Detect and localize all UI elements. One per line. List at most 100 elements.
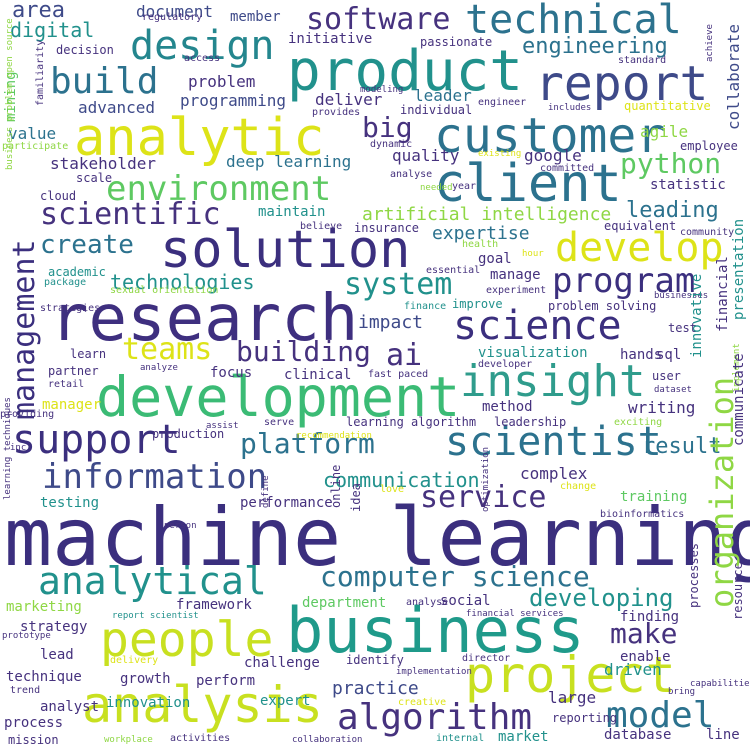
word-line: line xyxy=(706,727,740,743)
word-service: service xyxy=(420,480,547,515)
word-testing: testing xyxy=(40,495,100,511)
word-business: business xyxy=(286,594,585,667)
word-businesses: businesses xyxy=(654,291,709,301)
word-performance: performance xyxy=(240,495,333,511)
word-ai: ai xyxy=(386,338,423,373)
word-academic: academic xyxy=(48,265,106,279)
word-system: system xyxy=(344,267,453,302)
word-develop: develop xyxy=(555,225,724,271)
word-science: science xyxy=(453,303,622,349)
word-presentation: presentation xyxy=(731,218,747,320)
word-passionate: passionate xyxy=(420,35,493,49)
word-problem: problem xyxy=(188,72,256,91)
word-inc: inc xyxy=(10,443,27,453)
word-initiative: initiative xyxy=(288,31,373,47)
word-database: database xyxy=(604,727,672,743)
word-dataset: dataset xyxy=(654,385,692,395)
word-delivery: delivery xyxy=(110,655,159,666)
word-quality: quality xyxy=(392,146,460,165)
word-process: process xyxy=(4,715,64,731)
word-department: department xyxy=(302,595,387,611)
word-expertise: expertise xyxy=(432,223,530,244)
word-needed: needed xyxy=(420,183,453,193)
word-person: person xyxy=(164,521,197,531)
word-exciting: exciting xyxy=(614,417,663,428)
word-environment: environment xyxy=(106,169,332,209)
word-writing: writing xyxy=(628,398,696,417)
word-make: make xyxy=(610,617,678,650)
word-capabilities: capabilities xyxy=(690,679,750,689)
word-clinical: clinical xyxy=(284,367,352,383)
word-define: define xyxy=(261,475,271,508)
word-technologies: technologies xyxy=(110,270,255,294)
word-implementation: implementation xyxy=(396,667,472,677)
word-digital: digital xyxy=(10,18,95,42)
word-artificial-intelligence: artificial intelligence xyxy=(362,204,612,225)
word-perform: perform xyxy=(196,673,256,689)
word-familiarity: familiarity xyxy=(35,39,46,106)
word-research: research xyxy=(50,282,359,356)
word-algorithm: algorithm xyxy=(337,697,533,738)
word-report: report xyxy=(535,56,709,112)
word-big: big xyxy=(362,111,413,144)
word-financial: financial xyxy=(715,256,731,332)
word-customer: customer xyxy=(434,108,666,164)
word-statistic: statistic xyxy=(650,177,726,193)
word-individual: individual xyxy=(400,103,473,117)
word-complex: complex xyxy=(520,464,588,483)
word-technique: technique xyxy=(6,669,82,685)
word-training: training xyxy=(620,489,688,505)
word-analyze: analyze xyxy=(140,363,178,373)
word-quantitative: quantitative xyxy=(624,99,711,113)
word-social: social xyxy=(440,593,491,609)
word-analysis: analysis xyxy=(82,676,323,734)
word-experiment: experiment xyxy=(486,285,547,296)
word-support: support xyxy=(12,417,181,463)
word-sql: sql xyxy=(656,347,682,363)
word-activities: activities xyxy=(170,733,231,744)
word-result: result xyxy=(642,434,722,459)
word-director: director xyxy=(462,653,511,664)
word-developer: developer xyxy=(478,359,533,370)
word-product: product xyxy=(287,39,524,104)
word-document: document xyxy=(136,2,214,21)
word-goal: goal xyxy=(478,251,512,267)
word-computer-science: computer science xyxy=(320,560,590,593)
word-enable: enable xyxy=(620,649,671,665)
word-bioinformatics: bioinformatics xyxy=(600,509,685,520)
word-test: test xyxy=(668,321,697,335)
word-large: large xyxy=(548,688,597,707)
word-development: development xyxy=(96,365,461,429)
word-organization: organization xyxy=(703,376,741,608)
word-program: program xyxy=(552,261,696,301)
word-insight: insight xyxy=(460,356,646,407)
word-year: year xyxy=(452,181,477,192)
word-model: model xyxy=(606,695,715,736)
word-developing: developing xyxy=(529,584,674,612)
word-participate: participate xyxy=(2,141,69,152)
word-maintain: maintain xyxy=(258,204,326,220)
word-leadership: leadership xyxy=(494,415,567,429)
word-client: client xyxy=(434,154,622,214)
word-manager: manager xyxy=(42,397,102,413)
word-decision: decision xyxy=(56,43,114,57)
word-strategies: strategies xyxy=(40,303,101,314)
word-user: user xyxy=(652,369,681,383)
word-design: design xyxy=(130,23,275,69)
word-scientist: scientist xyxy=(445,419,662,465)
word-engineer: engineer xyxy=(478,97,527,108)
word-expert: expert xyxy=(260,693,311,709)
word-solution: solution xyxy=(160,220,411,280)
word-value: value xyxy=(8,124,57,143)
word-analyst: analyst xyxy=(40,699,100,715)
word-reporting: reporting xyxy=(552,711,618,725)
word-partner: partner xyxy=(48,364,99,378)
word-bring: bring xyxy=(668,687,696,697)
word-framework: framework xyxy=(176,597,252,613)
word-technical: technical xyxy=(465,0,682,43)
word-building: building xyxy=(236,335,371,368)
word-visualization: visualization xyxy=(478,345,588,361)
word-committed: committed xyxy=(540,163,595,174)
word-area: area xyxy=(12,0,65,23)
